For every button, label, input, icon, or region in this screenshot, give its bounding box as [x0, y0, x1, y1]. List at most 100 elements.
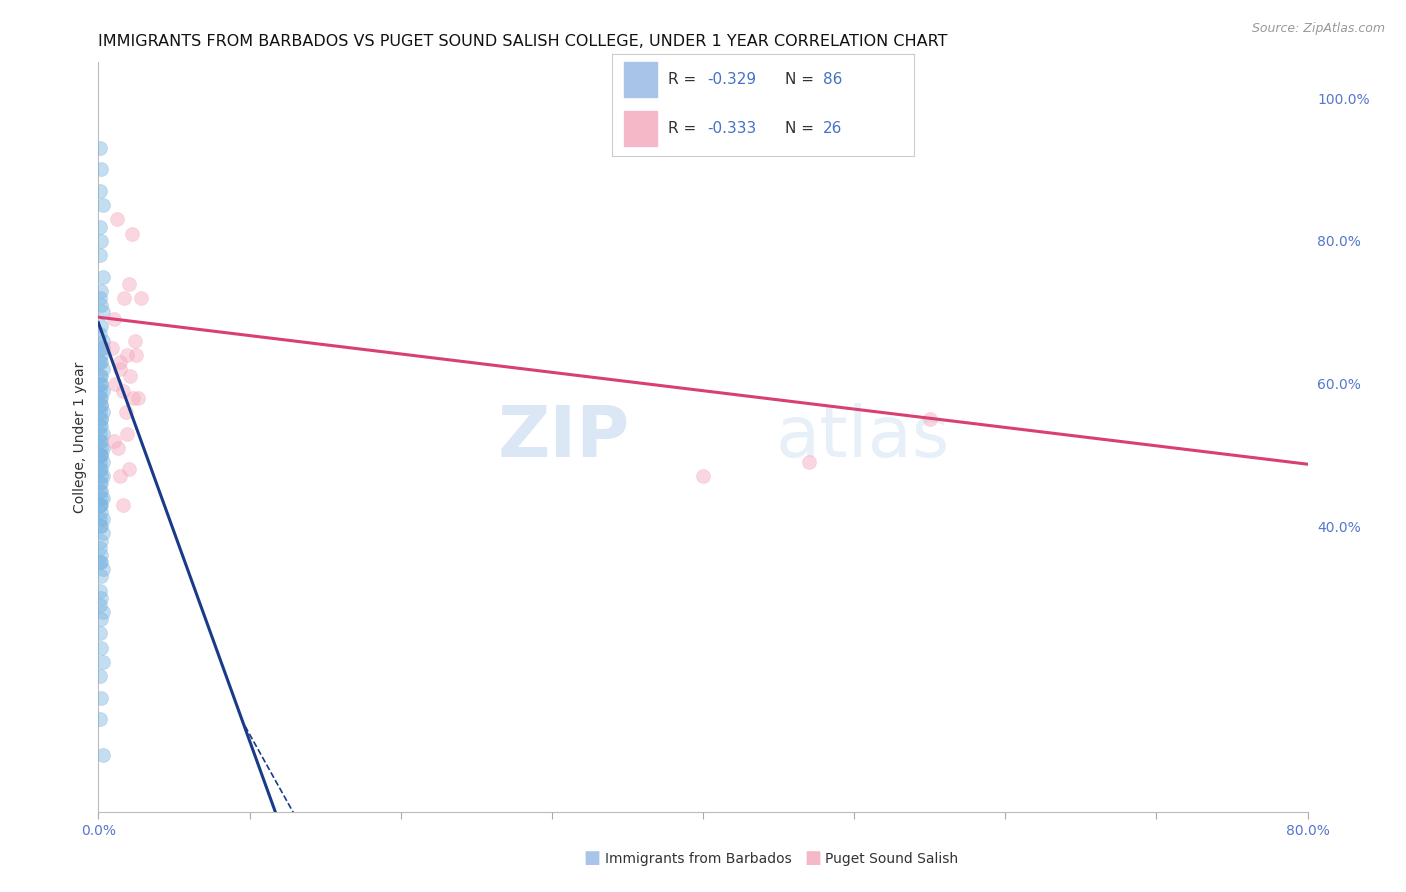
Point [114, 405, 136, 419]
Point [89, 519, 111, 533]
Point [90, 412, 112, 426]
Point [89, 219, 111, 234]
Point [89, 626, 111, 640]
Text: Source: ZipAtlas.com: Source: ZipAtlas.com [1251, 22, 1385, 36]
Text: R =: R = [668, 121, 700, 136]
Point [90, 448, 112, 462]
Point [89, 426, 111, 441]
Point [91, 441, 114, 455]
Point [90, 469, 112, 483]
Point [90, 341, 112, 355]
Point [89, 498, 111, 512]
Point [90, 462, 112, 476]
Point [91, 269, 114, 284]
Point [91, 512, 114, 526]
Point [108, 362, 131, 376]
Point [91, 747, 114, 762]
Point [89, 583, 111, 598]
Point [118, 277, 141, 291]
Point [90, 234, 112, 248]
Text: ■: ■ [583, 849, 600, 867]
Point [89, 669, 111, 683]
Point [692, 469, 714, 483]
Text: ZIP: ZIP [498, 402, 630, 472]
Point [111, 498, 134, 512]
Point [89, 541, 111, 555]
Point [89, 462, 111, 476]
Point [120, 369, 142, 384]
Point [91, 562, 114, 576]
Point [90, 591, 112, 605]
Point [90, 448, 112, 462]
Point [89, 405, 111, 419]
Point [89, 476, 111, 491]
Point [90, 476, 112, 491]
Point [90, 555, 112, 569]
Text: atlas: atlas [776, 402, 950, 472]
Point [111, 384, 134, 398]
Point [91, 362, 114, 376]
Point [90, 284, 112, 298]
Point [91, 405, 114, 419]
Point [91, 384, 114, 398]
Point [89, 326, 111, 341]
Point [90, 419, 112, 434]
Point [89, 391, 111, 405]
Point [127, 391, 149, 405]
Text: N =: N = [786, 121, 820, 136]
Point [90, 412, 112, 426]
Point [90, 376, 112, 391]
Point [90, 533, 112, 548]
Text: -0.329: -0.329 [707, 71, 756, 87]
Point [91, 526, 114, 541]
Point [89, 712, 111, 726]
Point [89, 512, 111, 526]
Point [125, 348, 148, 362]
Text: R =: R = [668, 71, 700, 87]
Point [89, 184, 111, 198]
Point [90, 376, 112, 391]
Point [90, 491, 112, 505]
Point [90, 498, 112, 512]
Point [90, 369, 112, 384]
Point [90, 298, 112, 312]
Point [89, 419, 111, 434]
Point [91, 655, 114, 669]
Point [90, 483, 112, 498]
Point [89, 434, 111, 448]
Point [91, 491, 114, 505]
Point [90, 640, 112, 655]
Point [108, 469, 131, 483]
Point [90, 398, 112, 412]
Point [89, 448, 111, 462]
Point [89, 369, 111, 384]
Point [103, 434, 125, 448]
Point [115, 348, 138, 362]
Point [89, 141, 111, 155]
Point [91, 305, 114, 319]
Point [91, 455, 114, 469]
Point [90, 690, 112, 705]
Point [105, 212, 128, 227]
Point [91, 334, 114, 348]
Point [108, 355, 131, 369]
Point [91, 469, 114, 483]
Point [90, 548, 112, 562]
Point [124, 334, 146, 348]
Text: IMMIGRANTS FROM BARBADOS VS PUGET SOUND SALISH COLLEGE, UNDER 1 YEAR CORRELATION: IMMIGRANTS FROM BARBADOS VS PUGET SOUND … [98, 34, 948, 49]
Point [115, 426, 138, 441]
Point [90, 319, 112, 334]
Point [918, 412, 941, 426]
Point [90, 355, 112, 369]
Point [104, 376, 127, 391]
Point [89, 555, 111, 569]
Point [129, 291, 152, 305]
Point [90, 519, 112, 533]
Text: N =: N = [786, 71, 820, 87]
Point [90, 505, 112, 519]
Point [89, 498, 111, 512]
Text: ■: ■ [804, 849, 821, 867]
Point [89, 483, 111, 498]
Point [89, 355, 111, 369]
Bar [624, 62, 657, 96]
